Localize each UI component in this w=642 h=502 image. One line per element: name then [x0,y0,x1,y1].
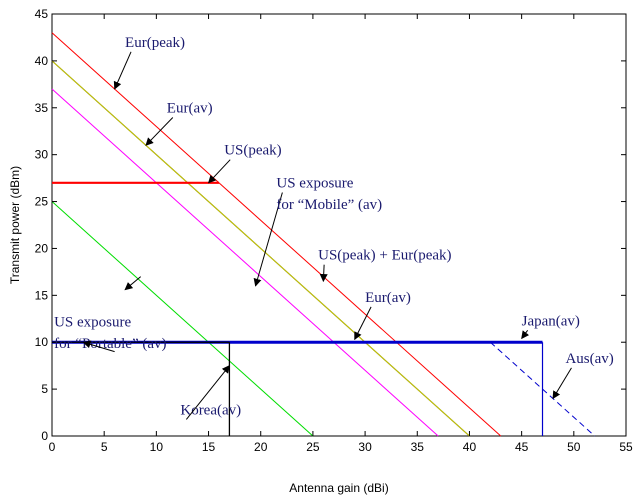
x-tick-label-10: 50 [567,440,581,454]
y-tick-label-2: 10 [35,335,49,349]
annotation-arrow-1 [145,117,174,146]
annotation-7: US exposure [54,314,131,330]
annotation-9: Japan(av) [522,313,580,329]
annotation-arrow-5 [319,264,328,283]
annotation-6: Eur(av) [365,290,411,306]
x-tick-label-2: 10 [150,440,164,454]
x-tick-label-6: 30 [358,440,372,454]
annotation-8: for “Portable” (av) [54,336,166,352]
y-tick-label-8: 40 [35,54,49,68]
x-tick-label-11: 55 [619,440,633,454]
series-line-3 [51,88,439,437]
y-ticks: 0 5 10 15 20 25 30 35 40 45 [35,7,626,443]
x-tick-label-4: 20 [254,440,268,454]
y-tick-label-5: 25 [35,195,49,209]
y-tick-label-6: 30 [35,148,49,162]
series-line-0 [51,32,502,437]
annotation-arrow-extra-1 [82,340,115,353]
x-tick-label-3: 15 [202,440,216,454]
y-tick-label-3: 15 [35,288,49,302]
y-tick-label-7: 35 [35,101,49,115]
annotation-arrow-3 [253,192,283,287]
x-tick-label-7: 35 [411,440,425,454]
annotation-11: Korea(av) [180,402,241,418]
y-tick-label-1: 5 [41,382,48,396]
x-tick-label-9: 45 [515,440,529,454]
annotation-4: for “Mobile” (av) [276,197,382,213]
annotation-arrow-6 [354,306,372,341]
x-ticks: 0 5 10 15 20 25 30 35 40 45 50 55 [49,14,633,454]
annotation-10: Aus(av) [565,351,613,367]
x-tick-label-0: 0 [49,440,56,454]
x-tick-label-8: 40 [463,440,477,454]
series-layer [51,32,596,437]
y-tick-label-9: 45 [35,7,49,21]
annotation-arrow-2 [207,159,231,184]
series-line-4 [51,201,314,437]
annotation-arrow-0 [113,51,132,90]
plot-area [51,13,627,437]
annotation-1: Eur(av) [167,100,213,116]
annotation-arrow-10 [552,367,572,400]
annotation-0: Eur(peak) [125,35,185,51]
y-tick-label-0: 0 [41,429,48,443]
annotation-5: US(peak) + Eur(peak) [318,248,451,264]
x-axis-label: Antenna gain (dBi) [289,481,388,495]
y-tick-label-4: 20 [35,241,49,255]
x-tick-label-5: 25 [306,440,320,454]
x-tick-label-1: 5 [101,440,108,454]
annotation-layer: Eur(peak) Eur(av) US(peak) US exposure for “… [54,35,614,420]
annotation-3: US exposure [276,175,353,191]
y-axis-label: Transmit power (dBm) [8,166,22,284]
annotation-2: US(peak) [224,143,281,159]
series-line-10 [489,341,596,437]
series-line-2 [51,60,470,437]
annotation-arrow-9 [521,330,530,340]
annotation-arrow-extra-0 [124,276,142,291]
annotation-arrow-11 [185,365,230,420]
